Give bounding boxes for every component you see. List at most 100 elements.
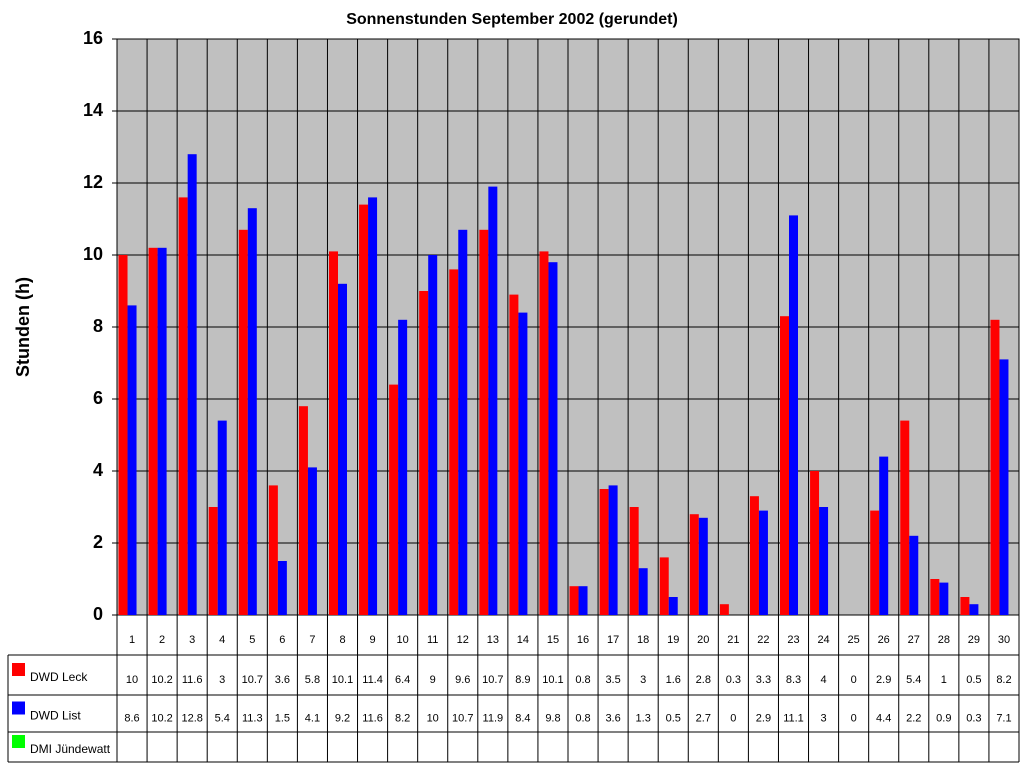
bar <box>329 251 338 615</box>
bar <box>419 291 429 615</box>
bar <box>698 517 708 615</box>
bar <box>870 510 880 615</box>
bar <box>819 507 829 615</box>
bar <box>217 420 227 615</box>
x-tick-label: 10 <box>397 634 409 646</box>
bar <box>398 319 408 615</box>
table-value: 0.8 <box>575 674 590 686</box>
bar <box>939 582 949 615</box>
table-value: 12.8 <box>181 712 202 724</box>
bar <box>268 485 278 615</box>
x-tick-label: 15 <box>547 634 559 646</box>
table-value: 5.4 <box>215 712 230 724</box>
x-tick-label: 20 <box>697 634 709 646</box>
table-value: 0.5 <box>666 712 681 724</box>
x-tick-label: 19 <box>667 634 679 646</box>
bar <box>368 197 378 615</box>
bar <box>990 319 1000 615</box>
bar <box>969 604 979 615</box>
table-value: 3.6 <box>275 674 290 686</box>
bar <box>428 255 438 615</box>
bar <box>118 255 128 615</box>
y-tick-label: 0 <box>93 604 103 624</box>
x-tick-label: 7 <box>309 634 315 646</box>
x-tick-label: 12 <box>457 634 469 646</box>
table-value: 0.3 <box>726 674 741 686</box>
table-value: 4.4 <box>876 712 891 724</box>
bar <box>909 535 919 615</box>
x-tick-label: 23 <box>787 634 799 646</box>
bar <box>509 294 519 615</box>
bar <box>689 514 699 615</box>
table-value: 0 <box>851 712 857 724</box>
table-value: 0.3 <box>966 712 981 724</box>
table-value: 8.2 <box>395 712 410 724</box>
table-value: 10 <box>427 712 439 724</box>
table-value: 3 <box>219 674 225 686</box>
table-value: 4.1 <box>305 712 320 724</box>
y-tick-label: 2 <box>93 532 103 552</box>
table-value: 8.6 <box>124 712 139 724</box>
table-value: 8.3 <box>786 674 801 686</box>
table-value: 0 <box>730 712 736 724</box>
table-value: 11.6 <box>362 712 383 724</box>
bar <box>999 359 1009 615</box>
x-tick-label: 24 <box>817 634 829 646</box>
bar <box>127 305 137 615</box>
x-tick-label: 30 <box>998 634 1010 646</box>
bar <box>157 247 167 616</box>
bar <box>208 507 218 615</box>
x-tick-label: 16 <box>577 634 589 646</box>
table-value: 0.8 <box>575 712 590 724</box>
table-value: 9 <box>430 674 436 686</box>
table-value: 11.4 <box>362 674 383 686</box>
table-value: 7.1 <box>996 712 1011 724</box>
bar <box>298 406 308 615</box>
legend-label: DWD Leck <box>30 670 88 684</box>
table-value: 1.5 <box>275 712 290 724</box>
bar <box>659 557 669 615</box>
table-value: 0.9 <box>936 712 951 724</box>
bar <box>668 597 678 615</box>
table-value: 9.2 <box>335 712 350 724</box>
bar <box>247 208 257 615</box>
bar <box>539 251 549 615</box>
x-tick-label: 4 <box>219 634 225 646</box>
y-tick-label: 4 <box>93 460 103 480</box>
x-tick-label: 13 <box>487 634 499 646</box>
x-tick-label: 14 <box>517 634 529 646</box>
table-value: 4 <box>821 674 827 686</box>
x-tick-label: 2 <box>159 634 165 646</box>
table-value: 2.9 <box>876 674 891 686</box>
x-tick-label: 26 <box>878 634 890 646</box>
y-axis-label: Stunden (h) <box>13 277 33 377</box>
table-value: 11.3 <box>242 712 263 724</box>
y-tick-label: 14 <box>83 100 103 120</box>
bar <box>930 579 940 615</box>
legend-label: DMI Jündewatt <box>30 742 111 756</box>
x-tick-label: 21 <box>727 634 739 646</box>
bar <box>479 229 489 616</box>
bar <box>449 269 459 615</box>
table-value: 5.8 <box>305 674 320 686</box>
table-value: 3 <box>821 712 827 724</box>
bar <box>458 229 468 616</box>
table-value: 11.6 <box>182 674 203 686</box>
bar <box>638 568 648 615</box>
bar <box>569 586 579 615</box>
table-value: 8.2 <box>996 674 1011 686</box>
x-tick-label: 22 <box>757 634 769 646</box>
bar <box>608 485 618 615</box>
table-value: 5.4 <box>906 674 921 686</box>
table-value: 3.3 <box>756 674 771 686</box>
x-tick-label: 1 <box>129 634 135 646</box>
table-value: 10.1 <box>332 674 353 686</box>
table-value: 10.7 <box>452 712 473 724</box>
x-tick-label: 3 <box>189 634 195 646</box>
table-value: 0.5 <box>966 674 981 686</box>
bar <box>789 215 798 615</box>
table-value: 10.2 <box>151 712 172 724</box>
bar <box>389 384 399 615</box>
table-value: 1 <box>941 674 947 686</box>
